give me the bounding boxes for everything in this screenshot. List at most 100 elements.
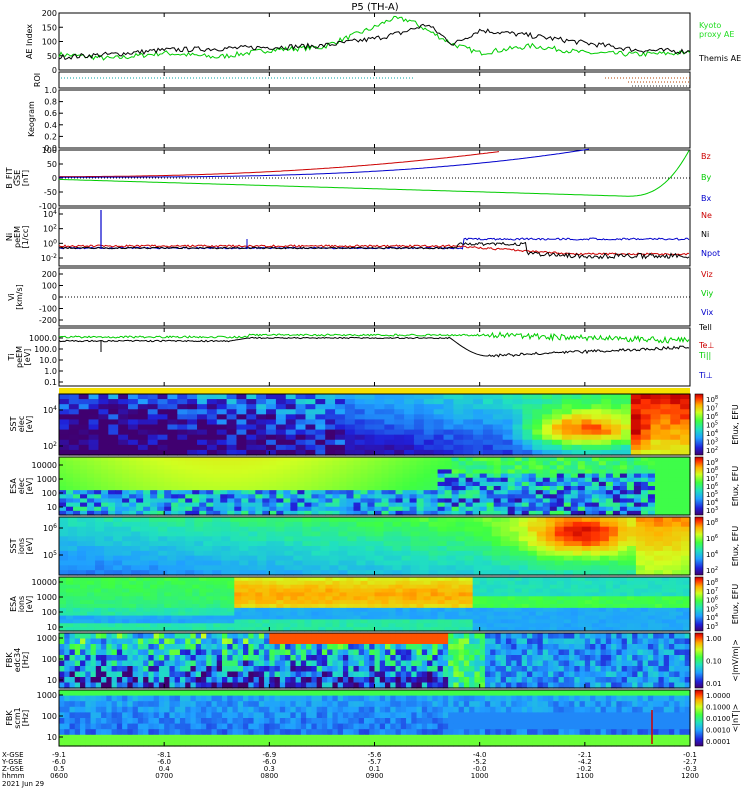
spectrogram-cell xyxy=(241,600,249,605)
spectrogram-cell xyxy=(512,419,523,426)
spectrogram-cell xyxy=(605,627,614,632)
spectrogram-cell xyxy=(591,486,600,491)
spectrogram-cell xyxy=(608,531,619,537)
spectrogram-cell xyxy=(535,619,544,624)
spectrogram-cell xyxy=(668,611,677,617)
spectrogram-cell xyxy=(347,517,358,523)
spectrogram-cell xyxy=(127,633,134,640)
spectrogram-cell xyxy=(570,481,579,487)
spectrogram-cell xyxy=(176,555,186,562)
spectrogram-cell xyxy=(274,655,281,662)
spectrogram-cell xyxy=(279,644,286,651)
spectrogram-cell xyxy=(608,521,619,528)
spectrogram-cell xyxy=(507,592,516,597)
spectrogram-cell xyxy=(465,600,474,605)
spectrogram-cell xyxy=(216,439,228,446)
spectrogram-cell xyxy=(549,611,558,617)
spectrogram-cell xyxy=(192,469,200,475)
spectrogram-cell xyxy=(295,444,307,451)
spectrogram-cell xyxy=(132,655,139,662)
spectrogram-cell xyxy=(171,604,179,609)
ti-legend: Ti|| xyxy=(698,351,711,360)
spectrogram-cell xyxy=(283,457,291,462)
spectrogram-cell xyxy=(591,615,600,621)
spectrogram-cell xyxy=(364,394,376,400)
spectrogram-cell xyxy=(556,623,565,628)
spectrogram-cell xyxy=(608,565,619,571)
spectrogram-cell xyxy=(176,517,186,523)
spectrogram-cell xyxy=(402,477,411,483)
spectrogram-cell xyxy=(479,498,488,504)
esa-elec-colorbar-tick: 104 xyxy=(706,498,718,507)
spectrogram-cell xyxy=(663,644,670,651)
spectrogram-cell xyxy=(262,611,270,617)
spectrogram-cell xyxy=(650,444,662,451)
spectrogram-cell xyxy=(304,600,312,605)
spectrogram-cell xyxy=(465,588,474,594)
spectrogram-cell xyxy=(374,604,383,609)
spectrogram-cell xyxy=(136,506,144,512)
spectrogram-cell xyxy=(94,486,102,491)
spectrogram-cell xyxy=(640,502,649,508)
spectrogram-cell xyxy=(674,638,681,645)
spectrogram-cell xyxy=(402,627,411,632)
spectrogram-cell xyxy=(388,461,397,466)
spectrogram-cell xyxy=(360,461,369,466)
spectrogram-cell xyxy=(269,627,277,632)
spectrogram-cell xyxy=(325,394,336,400)
spectrogram-cell xyxy=(535,611,544,617)
spectrogram-cell xyxy=(416,649,423,656)
spectrogram-cell xyxy=(571,449,583,456)
spectrogram-cell xyxy=(304,486,312,491)
spectrogram-cell xyxy=(148,644,155,651)
spectrogram-cell xyxy=(164,655,171,662)
spectrogram-cell xyxy=(591,596,600,601)
spectrogram-cell xyxy=(451,457,460,462)
spectrogram-cell xyxy=(612,600,621,605)
spectrogram-cell xyxy=(185,604,193,609)
spectrogram-cell xyxy=(406,633,412,640)
spectrogram-cell xyxy=(608,526,619,533)
spectrogram-cell xyxy=(59,473,67,479)
spectrogram-cell xyxy=(493,592,502,597)
spectrogram-cell xyxy=(521,633,528,640)
spectrogram-cell xyxy=(384,424,395,431)
spectrogram-cell xyxy=(285,649,291,656)
spectrogram-cell xyxy=(620,424,632,431)
spectrogram-cell xyxy=(605,457,614,462)
spectrogram-cell xyxy=(605,580,614,586)
spectrogram-cell xyxy=(227,461,235,466)
spectrogram-cell xyxy=(668,477,677,483)
spectrogram-cell xyxy=(650,409,662,415)
spectrogram-cell xyxy=(654,615,663,621)
spectrogram-cell xyxy=(149,570,159,576)
spectrogram-cell xyxy=(437,498,446,504)
spectrogram-cell xyxy=(479,588,488,594)
spectrogram-cell xyxy=(507,461,516,466)
spectrogram-cell xyxy=(185,531,195,537)
spectrogram-cell xyxy=(500,600,509,605)
spectrogram-cell xyxy=(374,461,383,466)
spectrogram-cell xyxy=(458,465,467,471)
spectrogram-cell xyxy=(199,490,207,495)
spectrogram-cell xyxy=(542,414,553,421)
spectrogram-cell xyxy=(222,638,228,645)
spectrogram-cell xyxy=(536,517,547,523)
spectrogram-cell xyxy=(404,429,415,436)
spectrogram-cell xyxy=(619,607,628,613)
spectrogram-cell xyxy=(149,560,159,566)
spectrogram-cell xyxy=(325,584,334,590)
spectrogram-cell xyxy=(275,546,285,552)
spectrogram-cell xyxy=(383,570,394,576)
spectrogram-cell xyxy=(88,404,100,410)
spectrogram-cell xyxy=(464,531,475,537)
spectrogram-cell xyxy=(73,461,81,466)
spectrogram-cell xyxy=(78,449,90,456)
spectrogram-cell xyxy=(601,409,612,415)
spectrogram-cell xyxy=(220,494,228,500)
spectrogram-cell xyxy=(626,560,637,566)
spectrogram-cell xyxy=(654,611,663,617)
spectrogram-cell xyxy=(128,449,139,456)
spectrogram-cell xyxy=(187,444,198,451)
spectrogram-cell xyxy=(353,615,362,621)
